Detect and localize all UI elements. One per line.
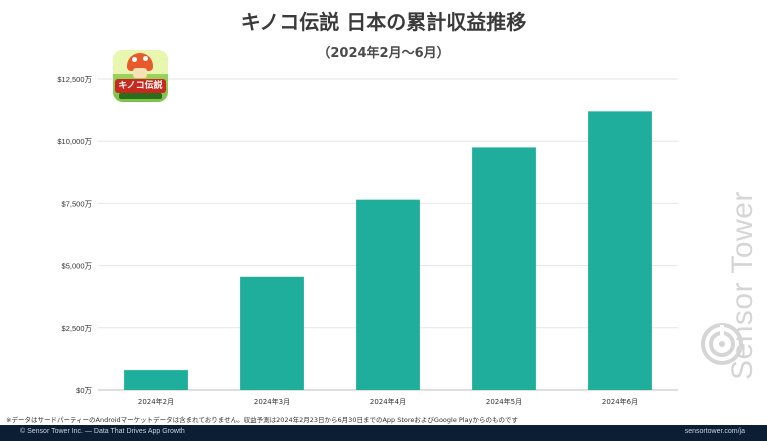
y-tick-label: $7,500万 <box>62 199 93 208</box>
chart-subtitle: （2024年2月〜6月） <box>317 46 450 61</box>
y-tick-label: $2,500万 <box>62 324 93 333</box>
bar <box>240 276 304 390</box>
x-tick-label: 2024年5月 <box>486 397 522 406</box>
sensor-tower-watermark: Sensor Tower <box>688 60 759 400</box>
y-tick-label: $0万 <box>76 386 92 395</box>
chart-title: キノコ伝説 日本の累計収益推移 <box>240 10 527 34</box>
y-tick-label: $10,000万 <box>57 137 92 146</box>
bar <box>356 199 420 390</box>
sensor-tower-logo-icon <box>701 323 743 365</box>
footnote: ※データはサードパーティーのAndroidマーケットデータは含まれておりません。… <box>6 416 518 424</box>
footer-bar: © Sensor Tower Inc. — Data That Drives A… <box>0 425 767 441</box>
bar <box>472 147 536 390</box>
axis-labels: $0万 $2,500万 $5,000万 $7,500万 $10,000万 $12,500万… <box>57 75 638 406</box>
y-tick-label: $12,500万 <box>57 75 92 84</box>
y-tick-label: $5,000万 <box>62 262 93 271</box>
bar <box>588 111 652 391</box>
x-tick-label: 2024年2月 <box>138 397 174 406</box>
footer-link[interactable]: sensortower.com/ja <box>684 428 745 435</box>
bars <box>124 111 652 391</box>
x-tick-label: 2024年4月 <box>370 397 406 406</box>
app-icon-label: キノコ伝説 <box>115 79 166 93</box>
x-tick-label: 2024年6月 <box>602 397 638 406</box>
x-tick-label: 2024年3月 <box>254 397 290 406</box>
app-icon: キノコ伝説 <box>113 50 168 102</box>
bar <box>124 370 188 390</box>
footer-credit: © Sensor Tower Inc. — Data That Drives A… <box>20 428 185 435</box>
